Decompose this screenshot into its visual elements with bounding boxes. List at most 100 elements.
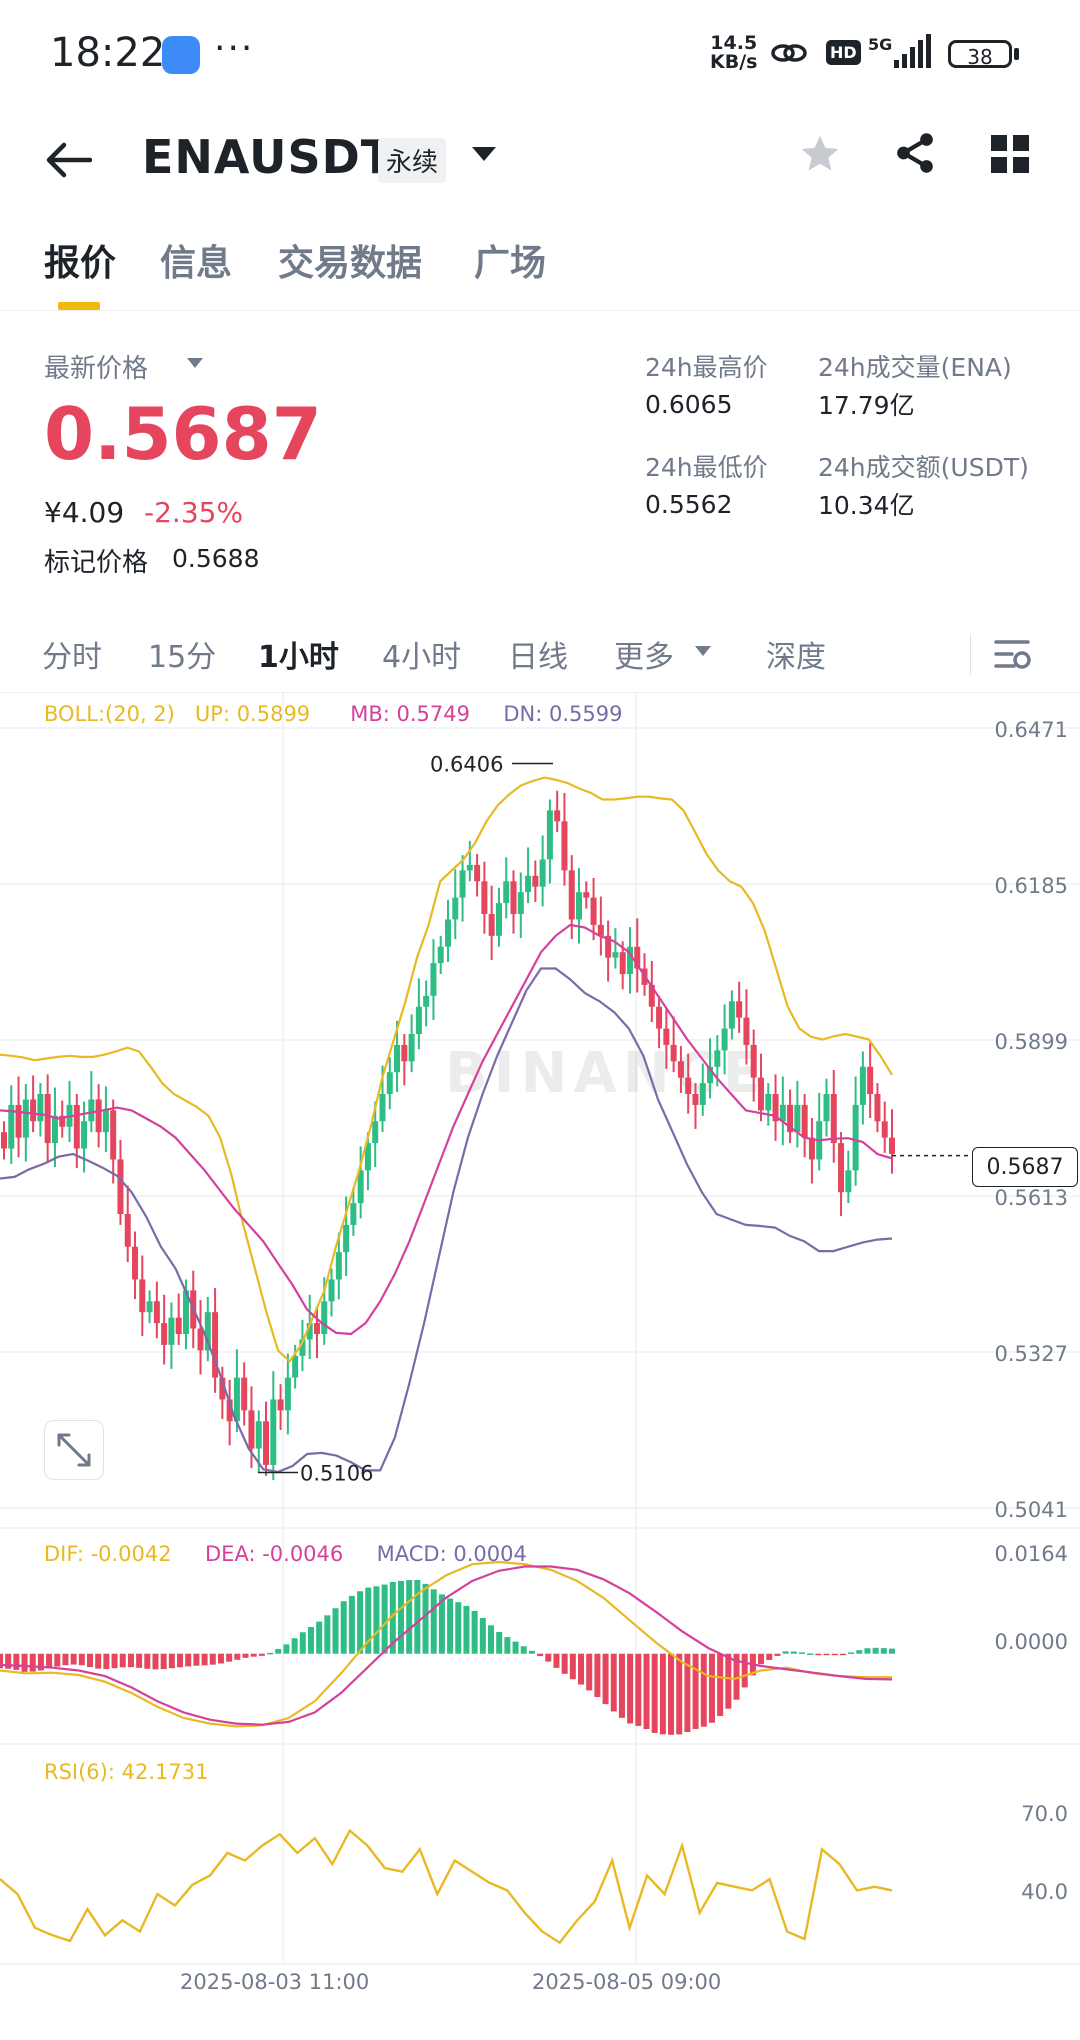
macd-histogram-bar [782,1651,789,1654]
interval-more[interactable]: 更多 [614,640,674,675]
candle [525,847,532,904]
candle [124,1185,131,1262]
candle [15,1076,22,1158]
candle [459,855,466,922]
candle [728,990,735,1040]
dif-line [0,1560,892,1728]
macd-histogram-bar [275,1648,282,1654]
favorite-star-icon[interactable] [798,132,842,176]
tab-square[interactable]: 广场 [474,243,547,284]
tab-info[interactable]: 信息 [160,243,233,284]
dea-value: DEA: -0.0046 [205,1542,344,1566]
candle [583,881,590,909]
symbol-dropdown-icon[interactable] [470,144,498,164]
macd-histogram-bar [463,1605,470,1654]
macd-histogram-bar [880,1648,887,1654]
macd-histogram-bar [684,1653,691,1732]
candle-body [299,1339,306,1356]
expand-icon [57,1433,91,1467]
main-tabs: 报价 信息 交易数据 广场 [0,222,1080,311]
fullscreen-button[interactable] [44,1420,104,1480]
latest-price-label[interactable]: 最新价格 [44,354,149,384]
macd-histogram-bar [537,1653,544,1657]
macd-histogram-bar [864,1648,871,1654]
chart-settings-icon[interactable] [992,634,1034,676]
kline-chart[interactable]: BINANCE 0.6406 0.5106 BOLL:(20, 2) UP: 0.… [0,692,1080,2012]
candle [175,1293,182,1345]
macd-panel [0,1560,895,1735]
interval-1h[interactable]: 1小时 [258,640,339,675]
interval-4h[interactable]: 4小时 [382,640,462,675]
macd-histogram-bar [13,1653,20,1670]
macd-histogram-bar [267,1652,274,1655]
macd-histogram-bar [242,1653,249,1658]
battery-cap [1014,48,1019,60]
candle [816,1092,823,1171]
candle-body [394,1044,401,1073]
macd-histogram-bar [54,1653,61,1667]
price-type-dropdown-icon[interactable] [186,356,204,370]
cny-price: ¥4.09 [44,496,125,529]
share-icon[interactable] [892,130,938,176]
interval-15m[interactable]: 15分 [148,640,217,675]
candle [495,887,502,947]
rsi-legend: RSI(6): 42.1731 [44,1760,209,1784]
macd-histogram-bar [87,1653,94,1668]
candle-body [874,1094,881,1122]
macd-histogram-bar [586,1653,593,1691]
candle [677,1046,684,1093]
macd-histogram-bar [226,1653,233,1662]
candle [743,989,750,1065]
candle-body [59,1115,66,1127]
candle [750,1029,757,1102]
candle-body [612,952,619,958]
tab-quote[interactable]: 报价 [44,243,117,284]
candle-body [525,875,532,893]
candle [372,1101,379,1168]
candle-body [794,1104,801,1133]
candle-body [408,1034,415,1062]
more-dropdown-icon[interactable] [694,644,712,658]
macd-value: MACD: 0.0004 [376,1542,527,1566]
candle-body [379,1094,386,1122]
candle-body [801,1104,808,1138]
candle [161,1294,168,1365]
macd-histogram-bar [848,1652,855,1654]
grid-menu-icon[interactable] [990,134,1030,174]
back-arrow-icon[interactable] [44,140,92,180]
price-axis-label: 0.5327 [994,1342,1068,1366]
price-axis-label: 0.5899 [994,1030,1068,1054]
macd-histogram-bar [348,1595,355,1654]
macd-histogram-bar [103,1653,110,1670]
tab-trading-data[interactable]: 交易数据 [278,243,423,284]
macd-histogram-bar [504,1637,511,1654]
candle-body [677,1061,684,1078]
candle [823,1078,830,1137]
candle-body [772,1094,779,1122]
symbol-title[interactable]: ENAUSDT [142,130,394,184]
interval-timeline[interactable]: 分时 [42,640,102,675]
candle [204,1296,211,1362]
candle [415,978,422,1050]
candle-body [728,1001,735,1029]
candle-body [233,1377,240,1422]
candle-body [51,1115,58,1144]
candle [765,1083,772,1126]
link-icon [771,44,807,62]
min-price-label: 0.5106 [300,1462,373,1486]
candle [335,1232,342,1300]
candle [466,840,473,882]
candle-body [881,1121,888,1138]
macd-histogram-bar [438,1594,445,1654]
candle [757,1053,764,1122]
candle [132,1231,139,1300]
candle-body [153,1301,160,1324]
candle-body [81,1121,88,1149]
candle-body [212,1312,219,1378]
candle [692,1083,699,1129]
candle-body [590,897,597,925]
interval-depth[interactable]: 深度 [766,640,826,675]
macd-histogram-bar [528,1650,535,1654]
interval-1d[interactable]: 日线 [508,640,568,675]
